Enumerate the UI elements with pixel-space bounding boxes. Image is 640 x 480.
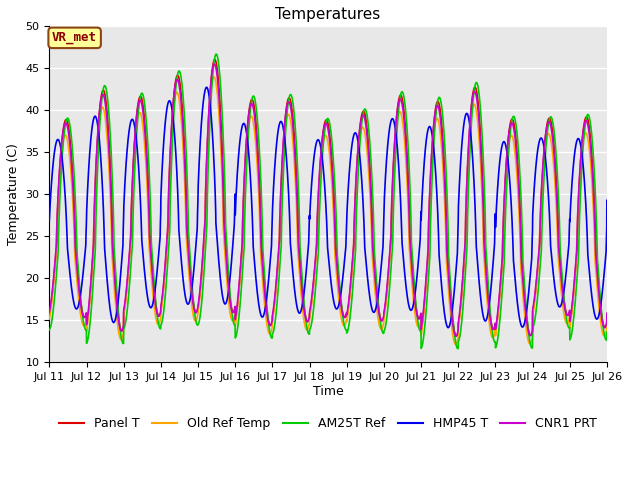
CNR1 PRT <box>383 288 390 294</box>
HMP45 T <box>603 226 611 232</box>
CNR1 PRT <box>452 333 460 339</box>
AM25T Ref <box>165 243 173 249</box>
AM25T Ref <box>383 316 390 322</box>
AM25T Ref <box>454 346 461 351</box>
Old Ref Temp <box>452 342 460 348</box>
AM25T Ref <box>550 130 558 135</box>
Panel T <box>211 57 219 62</box>
Line: CNR1 PRT: CNR1 PRT <box>49 64 607 336</box>
Panel T <box>603 312 611 318</box>
Panel T <box>201 221 209 227</box>
CNR1 PRT <box>211 61 218 67</box>
CNR1 PRT <box>45 309 53 315</box>
AM25T Ref <box>392 138 400 144</box>
Line: AM25T Ref: AM25T Ref <box>49 54 607 348</box>
Panel T <box>383 292 390 298</box>
Line: HMP45 T: HMP45 T <box>49 87 607 328</box>
Old Ref Temp <box>603 326 611 332</box>
HMP45 T <box>201 87 209 93</box>
Panel T <box>165 194 173 200</box>
Line: Panel T: Panel T <box>49 60 607 336</box>
AM25T Ref <box>201 253 209 259</box>
HMP45 T <box>603 197 611 203</box>
CNR1 PRT <box>550 153 558 159</box>
CNR1 PRT <box>392 117 400 122</box>
Old Ref Temp <box>603 317 611 323</box>
HMP45 T <box>383 156 390 162</box>
AM25T Ref <box>603 329 611 335</box>
AM25T Ref <box>603 337 611 343</box>
HMP45 T <box>444 325 452 331</box>
Old Ref Temp <box>392 125 400 131</box>
Panel T <box>603 322 611 327</box>
Panel T <box>452 333 460 339</box>
Line: Old Ref Temp: Old Ref Temp <box>49 77 607 345</box>
Old Ref Temp <box>165 185 173 191</box>
Panel T <box>45 311 53 317</box>
Old Ref Temp <box>550 169 558 175</box>
Old Ref Temp <box>210 74 218 80</box>
Y-axis label: Temperature (C): Temperature (C) <box>7 143 20 245</box>
CNR1 PRT <box>165 184 173 190</box>
Title: Temperatures: Temperatures <box>275 7 381 22</box>
Panel T <box>392 117 400 123</box>
HMP45 T <box>203 84 211 90</box>
Old Ref Temp <box>201 206 209 212</box>
AM25T Ref <box>45 327 53 333</box>
CNR1 PRT <box>603 311 611 316</box>
AM25T Ref <box>212 51 220 57</box>
HMP45 T <box>550 279 558 285</box>
Panel T <box>550 145 558 151</box>
HMP45 T <box>392 134 400 140</box>
HMP45 T <box>165 98 173 104</box>
HMP45 T <box>45 218 53 224</box>
Old Ref Temp <box>383 294 390 300</box>
Text: VR_met: VR_met <box>52 31 97 44</box>
Legend: Panel T, Old Ref Temp, AM25T Ref, HMP45 T, CNR1 PRT: Panel T, Old Ref Temp, AM25T Ref, HMP45 … <box>54 412 602 435</box>
Old Ref Temp <box>45 316 53 322</box>
CNR1 PRT <box>201 217 209 223</box>
CNR1 PRT <box>603 320 611 326</box>
X-axis label: Time: Time <box>313 384 344 397</box>
